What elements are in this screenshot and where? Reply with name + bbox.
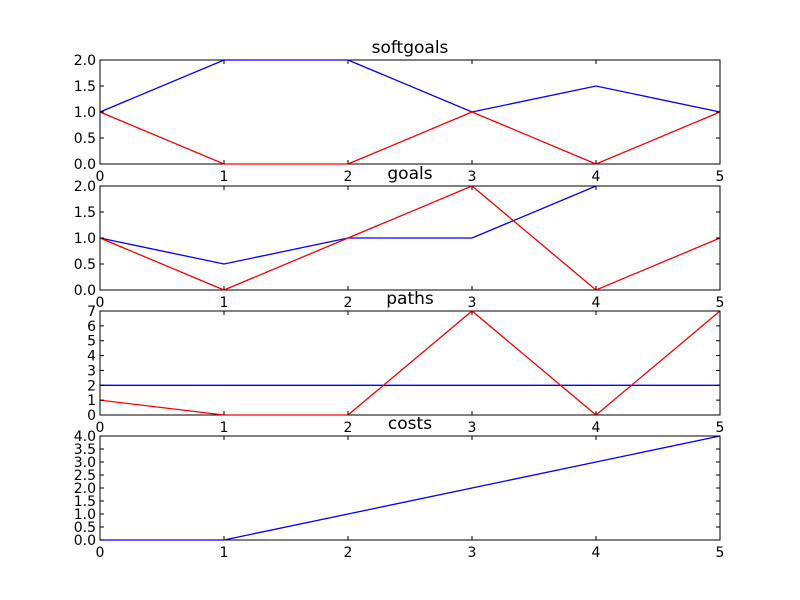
subplot-1: 0 1 2 3 4 5 0.0 0.5 1.0 1.5 2.0 goals <box>74 164 725 311</box>
y-tick-label: 2.0 <box>74 481 96 497</box>
y-tick-label: 2.0 <box>74 179 96 195</box>
x-tick-label: 0 <box>96 169 105 185</box>
y-tick-label: 1.5 <box>74 205 96 221</box>
series-line-0 <box>99 59 721 113</box>
plot-area <box>99 59 721 165</box>
y-tick-label: 4 <box>87 349 96 365</box>
y-tick-label: 3.0 <box>74 455 96 471</box>
x-tick-label: 3 <box>468 295 477 311</box>
chart-title: goals <box>387 164 432 184</box>
y-tick-label: 0.0 <box>74 283 96 299</box>
y-tick-label: 1.0 <box>74 105 96 121</box>
y-tick-label: 3 <box>87 363 96 379</box>
y-tick-label: 1 <box>87 393 96 409</box>
x-tick-label: 2 <box>344 420 353 436</box>
chart-title: paths <box>386 289 434 309</box>
y-tick-label: 0.5 <box>74 257 96 273</box>
y-tick-label: 0.0 <box>74 157 96 173</box>
y-tick-label: 1.5 <box>74 79 96 95</box>
y-tick-label: 2 <box>87 378 96 394</box>
y-tick-label: 0 <box>87 408 96 424</box>
x-tick-label: 1 <box>220 295 229 311</box>
y-tick-label: 0.0 <box>74 533 96 549</box>
y-tick-label: 6 <box>87 319 96 335</box>
x-tick-label: 4 <box>592 169 601 185</box>
x-tick-label: 3 <box>468 169 477 185</box>
x-tick-label: 0 <box>96 295 105 311</box>
x-tick-label: 2 <box>344 169 353 185</box>
x-tick-label: 1 <box>220 420 229 436</box>
subplot-3: 0 1 2 3 4 5 0.00.51.01.52.02.53.03.54.0 costs <box>74 414 725 561</box>
x-tick-label: 1 <box>220 169 229 185</box>
series-line-1 <box>99 185 721 291</box>
x-tick-label: 5 <box>716 169 725 185</box>
y-tick-label: 2.0 <box>74 53 96 69</box>
x-tick-label: 5 <box>716 545 725 561</box>
y-tick-label: 5 <box>87 334 96 350</box>
y-tick-label: 7 <box>87 304 96 320</box>
y-tick-label: 4.0 <box>74 429 96 445</box>
y-tick-label: 2.5 <box>74 468 96 484</box>
y-tick-label: 3.5 <box>74 442 96 458</box>
y-tick-label: 0.5 <box>74 131 96 147</box>
x-tick-label: 3 <box>468 420 477 436</box>
plot-area <box>99 435 721 541</box>
x-tick-label: 1 <box>220 545 229 561</box>
x-tick-label: 5 <box>716 420 725 436</box>
x-tick-label: 2 <box>344 295 353 311</box>
series-line-1 <box>99 111 721 165</box>
y-tick-label: 1.0 <box>74 507 96 523</box>
y-tick-label: 1.5 <box>74 494 96 510</box>
subplot-0: 0 1 2 3 4 5 0.0 0.5 1.0 1.5 2.0 softgoals <box>74 38 725 185</box>
x-tick-label: 0 <box>96 420 105 436</box>
series-line-0 <box>100 435 721 541</box>
x-tick-label: 0 <box>96 545 105 561</box>
y-tick-label: 1.0 <box>74 231 96 247</box>
x-tick-label: 2 <box>344 545 353 561</box>
chart-title: costs <box>388 414 432 434</box>
x-tick-label: 3 <box>468 545 477 561</box>
x-tick-label: 4 <box>592 545 601 561</box>
x-tick-label: 5 <box>716 295 725 311</box>
x-tick-label: 4 <box>592 420 601 436</box>
series-line-1 <box>99 310 721 416</box>
y-tick-label: 0.5 <box>74 520 96 536</box>
chart-title: softgoals <box>372 38 449 58</box>
x-tick-label: 4 <box>592 295 601 311</box>
